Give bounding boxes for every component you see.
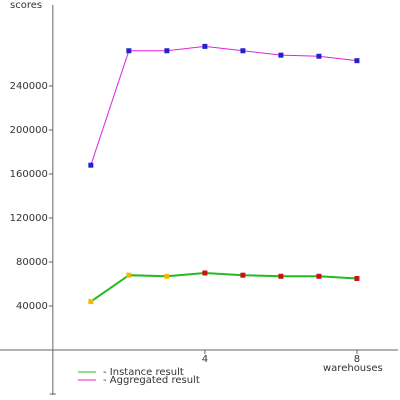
point: [88, 162, 94, 168]
x-axis-label: warehouses: [323, 363, 383, 374]
point: [126, 48, 132, 54]
series-line: [90, 45, 358, 166]
y-tick-label: 240000: [10, 81, 48, 92]
point: [202, 270, 208, 276]
legend-label: - Aggregated result: [103, 375, 200, 386]
point: [278, 273, 284, 279]
x-tick-label: 4: [202, 354, 208, 365]
y-tick-label: 40000: [16, 301, 48, 312]
point: [278, 52, 284, 58]
legend-label: - Instance result: [103, 367, 184, 378]
point: [164, 48, 170, 54]
point: [88, 299, 94, 305]
x-tick-label: 8: [354, 354, 360, 365]
point: [126, 272, 132, 278]
point: [316, 53, 322, 59]
y-tick-label: 200000: [10, 125, 48, 136]
y-axis-label: scores: [10, 0, 42, 11]
point: [202, 43, 208, 49]
point: [354, 58, 360, 64]
y-tick-label: 80000: [16, 257, 48, 268]
point: [240, 48, 246, 54]
y-tick-label: 120000: [10, 213, 48, 224]
point: [316, 273, 322, 279]
point: [164, 273, 170, 279]
point: [240, 272, 246, 278]
series-line: [90, 271, 358, 303]
y-tick-label: 160000: [10, 169, 48, 180]
point: [354, 275, 360, 281]
